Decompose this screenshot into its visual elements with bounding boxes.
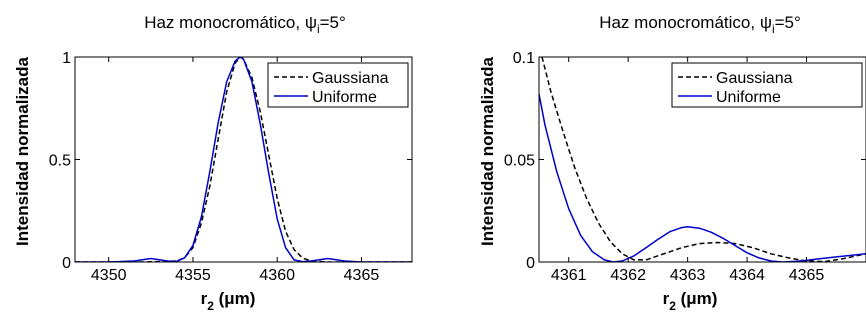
series-line-uniforme	[75, 57, 412, 262]
x-tick-label: 4363	[670, 267, 706, 284]
x-tick-label: 4362	[610, 267, 646, 284]
y-tick-label: 0	[526, 255, 535, 272]
x-axis-label-sub: 2	[669, 299, 676, 313]
legend-label-gaussiana: Gaussiana	[716, 70, 793, 87]
chart-title-main: Haz monocromático, ψ	[144, 13, 317, 32]
x-axis-label-sub: 2	[207, 299, 214, 313]
legend-box	[671, 62, 863, 108]
series-line-gaussiana	[541, 57, 866, 262]
chart-title-tail: =5°	[320, 13, 346, 32]
legend-label-uniforme: Uniforme	[716, 89, 781, 106]
x-axis-label-tail: (μm)	[676, 289, 718, 308]
y-tick-label: 0	[62, 255, 71, 272]
chart-title-main: Haz monocromático, ψ	[599, 13, 772, 32]
x-tick-label: 4355	[175, 267, 211, 284]
legend: Gaussiana Uniforme	[671, 62, 863, 108]
x-axis-label-tail: (μm)	[214, 289, 256, 308]
y-axis-label: Intensidad normalizada	[478, 56, 497, 245]
x-axis-label: r2 (μm)	[201, 289, 256, 313]
chart-title-sub: i	[317, 22, 320, 36]
x-tick-label: 4360	[259, 267, 295, 284]
x-axis-label-main: r	[201, 289, 208, 308]
chart-title-sub: i	[772, 22, 775, 36]
chart-title: Haz monocromático, ψi=5°	[144, 13, 346, 36]
legend: Gaussiana Uniforme	[267, 62, 409, 108]
legend-label-gaussiana: Gaussiana	[312, 70, 389, 87]
legend-box	[267, 62, 409, 108]
legend-label-uniforme: Uniforme	[312, 89, 377, 106]
y-tick-label: 0.1	[513, 50, 535, 67]
x-tick-label: 4365	[789, 267, 825, 284]
y-tick-label: 0.5	[49, 153, 71, 170]
series-group	[75, 57, 412, 262]
x-axis-label-main: r	[663, 289, 670, 308]
series-line-uniforme	[539, 93, 866, 262]
chart-left: 4350 4355 4360 4365 0 0.5 1 Haz monocromático, …	[13, 13, 413, 313]
x-tick-label: 4364	[729, 267, 765, 284]
x-tick-label: 4365	[344, 267, 380, 284]
chart-title-tail: =5°	[775, 13, 801, 32]
chart-title: Haz monocromático, ψi=5°	[599, 13, 801, 36]
y-tick-label: 1	[62, 50, 71, 67]
y-tick-label: 0.05	[504, 153, 535, 170]
x-tick-label: 4361	[551, 267, 587, 284]
x-tick-label: 4350	[91, 267, 127, 284]
chart-right: 4361 4362 4363 4364 4365 0 0.05 0.1 Haz monocrom…	[478, 13, 866, 313]
x-axis-label: r2 (μm)	[663, 289, 718, 313]
y-axis-label: Intensidad normalizada	[13, 56, 32, 245]
